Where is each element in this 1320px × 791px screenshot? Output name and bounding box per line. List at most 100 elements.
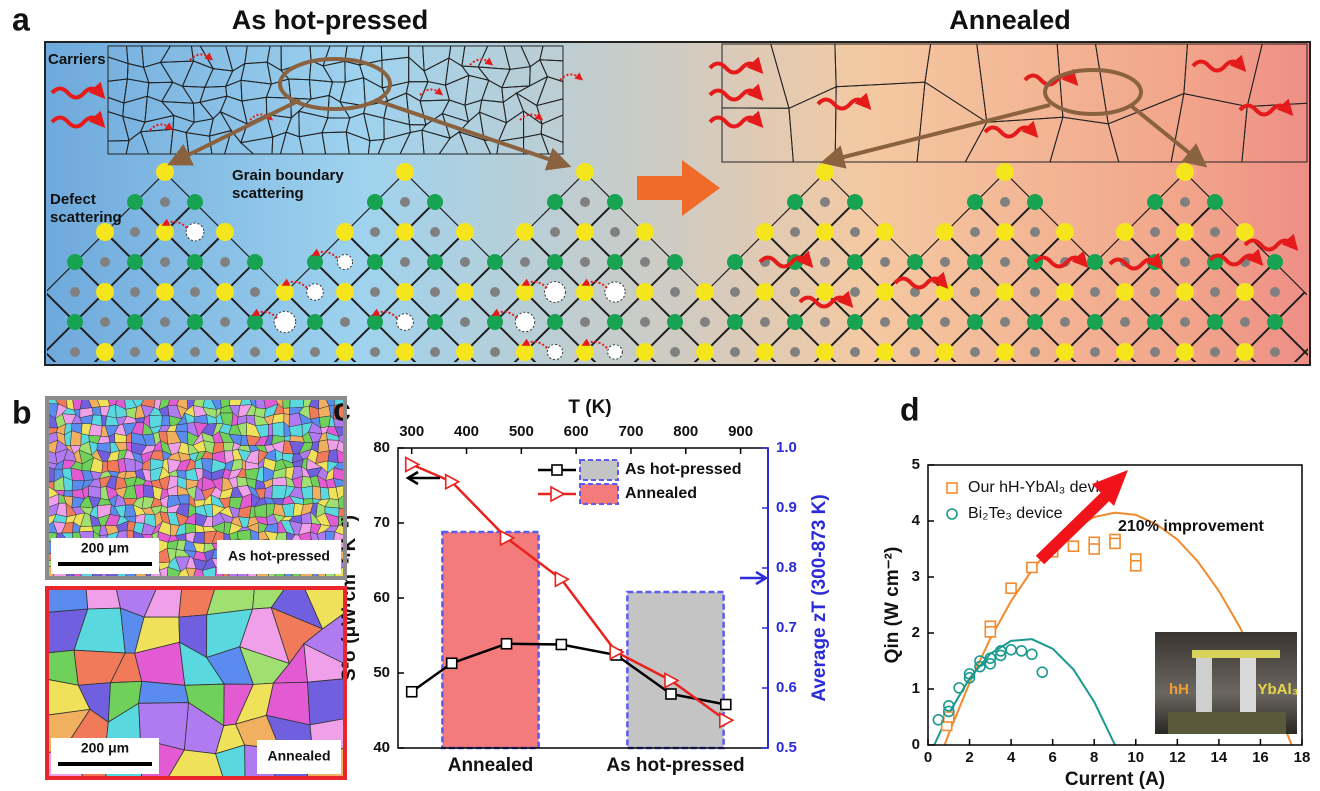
atom bbox=[187, 314, 203, 330]
x-category-label: Annealed bbox=[448, 755, 534, 776]
atom bbox=[1000, 197, 1010, 207]
atom bbox=[1027, 194, 1043, 210]
atom bbox=[156, 163, 174, 181]
atom bbox=[70, 287, 80, 297]
grain bbox=[272, 422, 284, 437]
atom bbox=[336, 343, 354, 361]
atom bbox=[247, 254, 263, 270]
atom bbox=[547, 314, 563, 330]
defect bbox=[307, 284, 324, 301]
atom bbox=[516, 283, 534, 301]
x-tick-label: 900 bbox=[728, 423, 753, 440]
atom bbox=[667, 254, 683, 270]
atom bbox=[1116, 283, 1134, 301]
atom bbox=[790, 227, 800, 237]
atom bbox=[760, 317, 770, 327]
figure: a As hot-pressed Annealed Carriers Defec… bbox=[0, 0, 1320, 791]
atom bbox=[216, 283, 234, 301]
atom bbox=[456, 343, 474, 361]
atom bbox=[876, 343, 894, 361]
defect bbox=[397, 314, 414, 331]
annotation: 210% improvement bbox=[1118, 518, 1265, 535]
atom bbox=[1180, 257, 1190, 267]
atom bbox=[487, 314, 503, 330]
atom bbox=[490, 287, 500, 297]
atom bbox=[787, 314, 803, 330]
atom bbox=[816, 343, 834, 361]
atom bbox=[636, 223, 654, 241]
atom bbox=[100, 257, 110, 267]
atom bbox=[130, 347, 140, 357]
atom bbox=[156, 223, 174, 241]
atom bbox=[400, 257, 410, 267]
x-tick-label: 800 bbox=[673, 423, 698, 440]
atom bbox=[487, 254, 503, 270]
photo-part bbox=[1240, 658, 1256, 714]
atom bbox=[1150, 287, 1160, 297]
atom bbox=[1207, 314, 1223, 330]
atom bbox=[580, 317, 590, 327]
diagram-label: Grain boundary bbox=[232, 167, 344, 184]
scale-bar-label: 200 μm bbox=[81, 740, 129, 756]
atom bbox=[727, 314, 743, 330]
diagram-label: Defect bbox=[50, 191, 96, 208]
atom bbox=[610, 227, 620, 237]
panel-label: d bbox=[900, 391, 920, 427]
x-tick-label: 12 bbox=[1169, 749, 1186, 766]
atom bbox=[367, 314, 383, 330]
atom bbox=[1090, 287, 1100, 297]
atom bbox=[1236, 283, 1254, 301]
y2-tick-label: 0.9 bbox=[776, 499, 797, 516]
defect bbox=[605, 282, 625, 302]
atom bbox=[456, 223, 474, 241]
atom bbox=[820, 317, 830, 327]
marker bbox=[1037, 667, 1047, 677]
x-tick-label: 400 bbox=[454, 423, 479, 440]
atom bbox=[370, 347, 380, 357]
x-tick-label: 700 bbox=[618, 423, 643, 440]
y2-axis-label: Average zT (300-873 K) bbox=[809, 494, 830, 701]
atom bbox=[520, 257, 530, 267]
atom bbox=[160, 257, 170, 267]
x-tick-label: 600 bbox=[564, 423, 589, 440]
x-tick-label: 8 bbox=[1090, 749, 1098, 766]
atom bbox=[787, 194, 803, 210]
atom bbox=[1267, 314, 1283, 330]
atom bbox=[1147, 194, 1163, 210]
atom bbox=[396, 343, 414, 361]
atom bbox=[490, 347, 500, 357]
y-tick-label: 3 bbox=[912, 568, 920, 585]
y-axis-label: Qin (W cm⁻²) bbox=[882, 547, 903, 664]
x-tick-label: 10 bbox=[1127, 749, 1144, 766]
atom bbox=[220, 317, 230, 327]
x-tick-label: 4 bbox=[1007, 749, 1016, 766]
atom bbox=[756, 223, 774, 241]
x-tick-label: 14 bbox=[1211, 749, 1228, 766]
atom bbox=[936, 223, 954, 241]
atom bbox=[370, 227, 380, 237]
marker bbox=[721, 700, 731, 710]
marker bbox=[1027, 649, 1037, 659]
atom bbox=[310, 347, 320, 357]
atom bbox=[1056, 283, 1074, 301]
atom bbox=[1090, 347, 1100, 357]
atom bbox=[1270, 347, 1280, 357]
atom bbox=[1030, 287, 1040, 297]
grain bbox=[89, 424, 102, 436]
atom bbox=[1176, 343, 1194, 361]
x-tick-label: 6 bbox=[1048, 749, 1056, 766]
atom bbox=[370, 287, 380, 297]
x-axis-label: T (K) bbox=[568, 397, 611, 418]
atom bbox=[1120, 317, 1130, 327]
marker bbox=[447, 658, 457, 668]
atom bbox=[1267, 254, 1283, 270]
atom bbox=[1056, 343, 1074, 361]
atom bbox=[160, 317, 170, 327]
marker bbox=[1089, 544, 1099, 554]
diagram-label: Carriers bbox=[48, 51, 106, 68]
atom bbox=[1176, 163, 1194, 181]
atom bbox=[247, 314, 263, 330]
atom bbox=[547, 254, 563, 270]
defect bbox=[515, 312, 535, 332]
panel-label: b bbox=[12, 394, 32, 430]
